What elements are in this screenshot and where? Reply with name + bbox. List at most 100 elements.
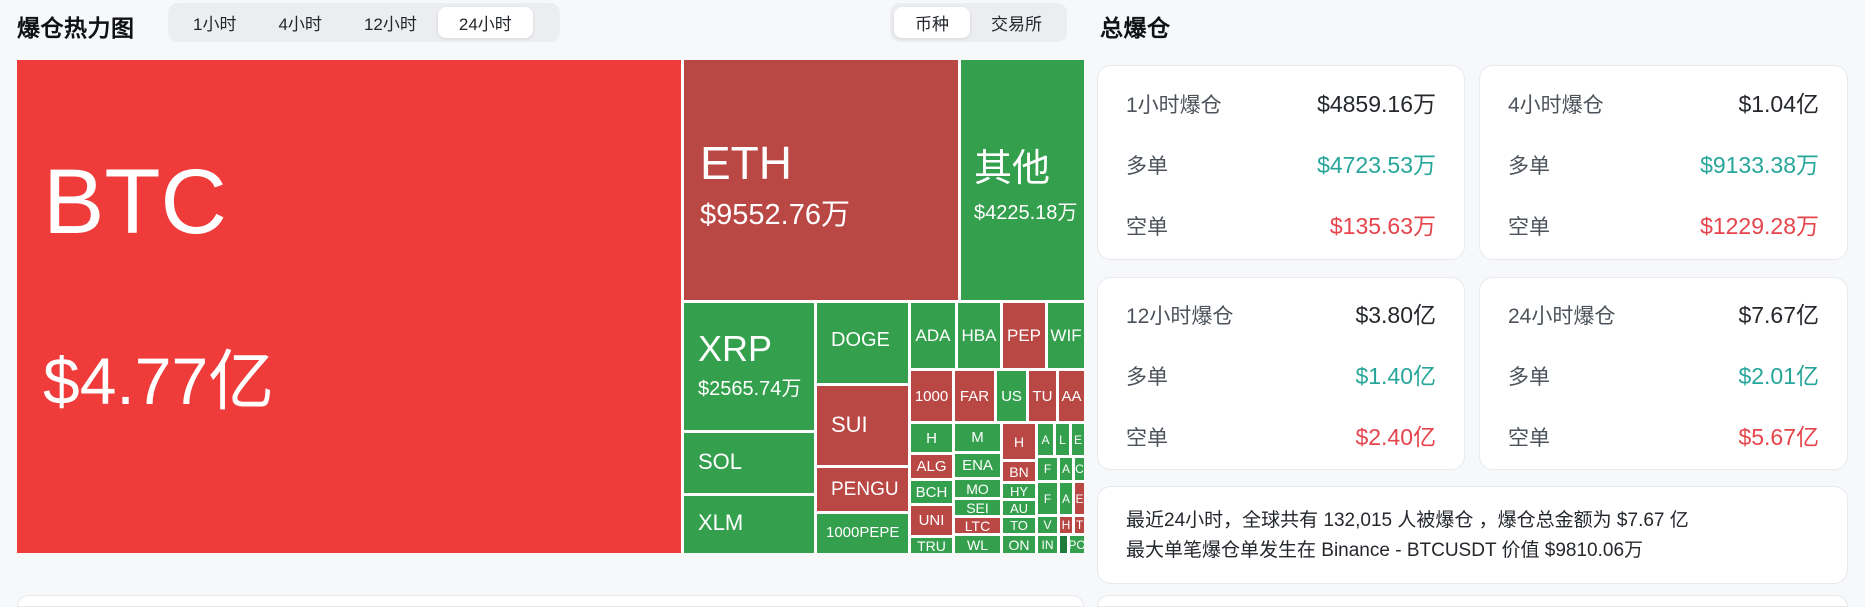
treemap-cell-MO[interactable]: MO — [955, 480, 1000, 497]
time-tab-4小时[interactable]: 4小时 — [278, 15, 322, 34]
treemap-cell-1000PEPE[interactable]: 1000PEPE — [817, 514, 908, 553]
treemap-cell-FAR[interactable]: FAR — [955, 371, 994, 421]
treemap-cell-其他[interactable]: 其他 $4225.18万 — [961, 60, 1084, 300]
treemap-cell-V[interactable]: V — [1038, 517, 1057, 533]
cell-symbol: E — [1075, 491, 1084, 506]
liquidation-summary-card: 最近24小时，全球共有 132,015 人被爆仓 ，爆仓总金额为 $7.67 亿… — [1097, 486, 1848, 584]
treemap-cell-L[interactable]: L — [1056, 424, 1069, 455]
cell-symbol: SUI — [831, 412, 868, 437]
treemap-cell-BN[interactable]: BN — [1003, 462, 1035, 481]
treemap-cell-1000[interactable]: 1000 — [911, 371, 952, 421]
treemap-cell-F[interactable]: F — [1038, 458, 1057, 480]
treemap-cell-A[interactable]: A — [1060, 483, 1072, 514]
treemap-cell-SUI[interactable]: SUI — [817, 386, 908, 465]
cell-symbol: 1000 — [914, 387, 949, 405]
stat-row: 多单 $9133.38万 — [1508, 146, 1819, 180]
cell-symbol: BN — [1009, 463, 1029, 480]
cell-symbol: AU — [1009, 501, 1029, 515]
treemap-cell-ETH[interactable]: ETH $9552.76万 — [684, 60, 958, 300]
treemap-cell-TO[interactable]: TO — [1003, 518, 1035, 533]
short-value: $5.67亿 — [1738, 423, 1819, 450]
treemap-cell-HY[interactable]: HY — [1003, 484, 1035, 498]
treemap-cell-blank[interactable] — [1060, 536, 1067, 553]
cell-symbol: AA — [1061, 387, 1082, 405]
treemap-cell-ALG[interactable]: ALG — [911, 455, 952, 478]
short-value: $1229.28万 — [1700, 212, 1819, 239]
treemap-cell-XRP[interactable]: XRP $2565.74万 — [684, 303, 814, 430]
short-value: $135.63万 — [1329, 212, 1436, 239]
treemap-cell-ON[interactable]: ON — [1003, 536, 1035, 553]
treemap-cell-LTC[interactable]: LTC — [955, 518, 1000, 533]
cell-symbol: PEP — [1006, 326, 1042, 345]
cell-symbol: A — [1041, 432, 1050, 447]
treemap-cell-A[interactable]: A — [1038, 424, 1053, 455]
treemap-cell-PEP[interactable]: PEP — [1003, 303, 1045, 368]
stat-row: 空单 $2.40亿 — [1126, 418, 1436, 452]
short-label: 空单 — [1508, 215, 1550, 239]
treemap-cell-M[interactable]: M — [955, 424, 1000, 451]
stat-row: 空单 $135.63万 — [1126, 207, 1436, 241]
next-section-card-left — [17, 595, 1084, 607]
liquidation-card-24h: 24小时爆仓 $7.67亿 多单 $2.01亿 空单 $5.67亿 — [1479, 277, 1848, 470]
treemap-cell-BTC[interactable]: BTC $4.77亿 — [17, 60, 681, 553]
view-mode-tabs: 币种 交易所 — [890, 3, 1067, 42]
treemap-cell-E[interactable]: E — [1075, 483, 1084, 514]
treemap-cell-PENGU[interactable]: PENGU — [817, 468, 908, 511]
cell-symbol: T — [1075, 518, 1084, 532]
treemap-cell-ENA[interactable]: ENA — [955, 454, 1000, 477]
time-tab-24小时[interactable]: 24小时 — [437, 7, 533, 38]
treemap-cell-ADA[interactable]: ADA — [911, 303, 955, 368]
card-total: $3.80亿 — [1355, 301, 1436, 328]
cell-symbol: BCH — [915, 483, 948, 501]
cell-symbol: H — [1013, 433, 1025, 450]
long-value: $9133.38万 — [1700, 151, 1819, 178]
cell-symbol: WL — [967, 536, 988, 553]
time-tab-1小时[interactable]: 1小时 — [193, 15, 237, 34]
stat-row: 多单 $1.40亿 — [1126, 357, 1436, 391]
cell-symbol: V — [1043, 518, 1052, 532]
view-tab-交易所[interactable]: 交易所 — [991, 15, 1042, 34]
treemap-cell-WL[interactable]: WL — [955, 536, 1000, 553]
treemap-cell-DOGE[interactable]: DOGE — [817, 303, 908, 383]
treemap-cell-F[interactable]: F — [1038, 483, 1057, 514]
treemap-cell-H[interactable]: H — [1060, 517, 1072, 533]
long-label: 多单 — [1508, 154, 1550, 178]
cell-symbol: M — [971, 429, 984, 446]
treemap-cell-E[interactable]: E — [1072, 424, 1084, 455]
cell-symbol: A — [1061, 491, 1070, 506]
cell-symbol: 1000PEPE — [826, 524, 900, 541]
cell-symbol: ETH — [700, 137, 792, 189]
treemap-cell-C[interactable]: C — [1075, 458, 1084, 480]
treemap-cell-UNI[interactable]: UNI — [911, 506, 952, 535]
stat-row: 1小时爆仓 $4859.16万 — [1126, 85, 1436, 119]
card-title: 1小时爆仓 — [1126, 93, 1222, 117]
treemap-cell-A[interactable]: A — [1060, 458, 1072, 480]
liquidation-treemap: BTC $4.77亿 ETH $9552.76万 其他 $4225.18万 XRP $2565… — [17, 60, 1084, 553]
cell-symbol: ON — [1008, 536, 1030, 553]
treemap-cell-TU[interactable]: TU — [1029, 371, 1056, 421]
treemap-cell-SOL[interactable]: SOL — [684, 433, 814, 493]
treemap-cell-IN[interactable]: IN — [1038, 536, 1057, 553]
treemap-cell-T[interactable]: T — [1075, 517, 1084, 533]
treemap-cell-AA[interactable]: AA — [1059, 371, 1084, 421]
treemap-cell-BCH[interactable]: BCH — [911, 481, 952, 503]
treemap-cell-TRU[interactable]: TRU — [911, 538, 952, 553]
treemap-cell-AU[interactable]: AU — [1003, 501, 1035, 515]
stat-row: 多单 $4723.53万 — [1126, 146, 1436, 180]
treemap-cell-H[interactable]: H — [1003, 424, 1035, 459]
short-label: 空单 — [1508, 426, 1550, 450]
time-tab-12小时[interactable]: 12小时 — [363, 15, 417, 34]
cell-symbol: E — [1073, 432, 1082, 447]
cell-symbol: LTC — [964, 518, 991, 533]
treemap-cell-HBA[interactable]: HBA — [958, 303, 1000, 368]
treemap-cell-H[interactable]: H — [911, 424, 952, 452]
liquidation-card-12h: 12小时爆仓 $3.80亿 多单 $1.40亿 空单 $2.40亿 — [1097, 277, 1465, 470]
treemap-cell-PO[interactable]: PO — [1070, 536, 1084, 553]
treemap-cell-SEI[interactable]: SEI — [955, 500, 1000, 515]
card-title: 4小时爆仓 — [1508, 93, 1604, 117]
cell-symbol: HBA — [961, 326, 997, 345]
treemap-cell-WIF[interactable]: WIF — [1048, 303, 1084, 368]
view-tab-币种[interactable]: 币种 — [894, 7, 970, 38]
treemap-cell-XLM[interactable]: XLM — [684, 496, 814, 553]
treemap-cell-US[interactable]: US — [997, 371, 1026, 421]
